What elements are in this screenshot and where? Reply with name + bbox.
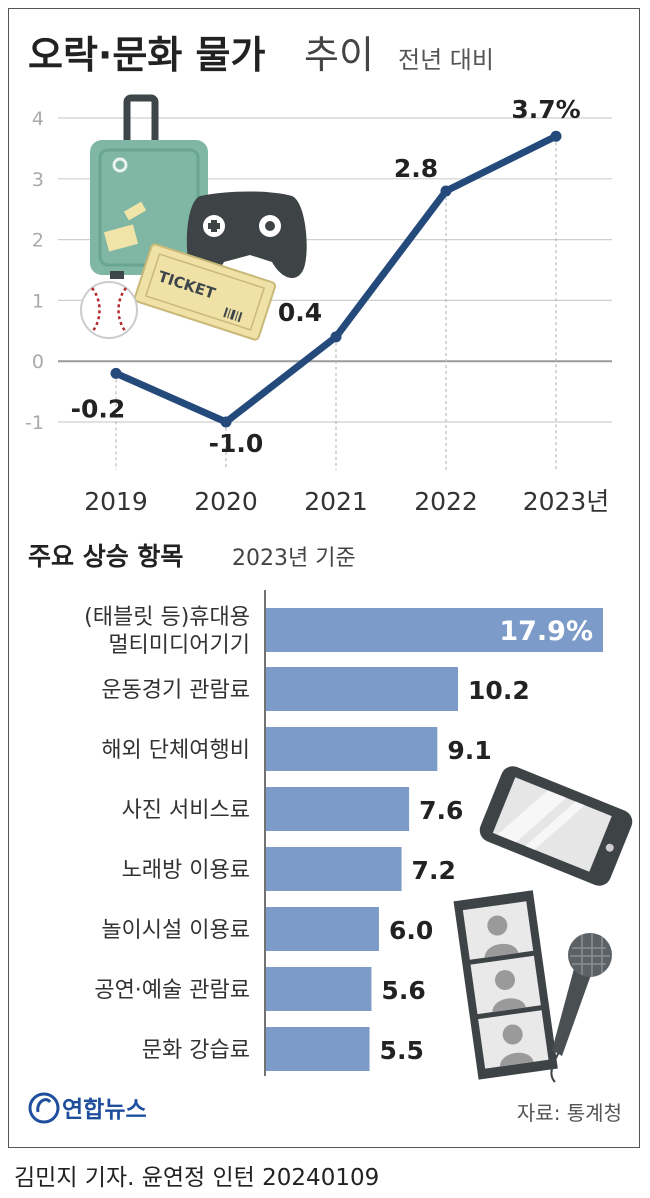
bar-chart-subtitle: 2023년 기준 xyxy=(232,546,356,571)
y-tick-label: 4 xyxy=(32,108,44,130)
line-point xyxy=(220,416,232,428)
x-tick-label: 2021 xyxy=(304,487,368,516)
x-tick-label: 2023년 xyxy=(523,487,610,516)
tablet-icon xyxy=(479,766,633,886)
bar-category-label: 사진 서비스료 xyxy=(122,798,250,823)
line-chart-dropline-group xyxy=(115,136,557,470)
line-chart-data-labels: -0.2 -1.0 0.4 2.8 3.7% xyxy=(71,95,581,458)
bar-data-label: 7.6 xyxy=(419,796,463,825)
source-text: 자료: 통계청 xyxy=(517,1101,622,1125)
bar-data-label: 5.6 xyxy=(381,976,425,1005)
bar xyxy=(266,907,379,951)
bar-chart-bars xyxy=(266,608,603,1071)
bar-category-label: (태블릿 등)휴대용 xyxy=(84,605,250,630)
bar-category-label: 문화 강습료 xyxy=(142,1038,250,1063)
game-controller-icon xyxy=(186,191,307,279)
y-tick-label: -1 xyxy=(25,412,44,434)
bar xyxy=(266,967,372,1011)
bar-category-label: 공연·예술 관람료 xyxy=(94,978,250,1003)
bar-category-label: 노래방 이용료 xyxy=(122,858,250,883)
line-data-label: -0.2 xyxy=(71,394,126,423)
line-point xyxy=(440,185,452,197)
logo-text: 연합뉴스 xyxy=(62,1097,147,1123)
bar-data-label: 6.0 xyxy=(389,916,433,945)
bar xyxy=(266,847,402,891)
line-data-label: -1.0 xyxy=(209,429,264,458)
y-tick-label: 3 xyxy=(32,169,44,191)
line-chart-x-ticks: 2019 2020 2021 2022 2023년 xyxy=(84,487,609,516)
x-tick-label: 2022 xyxy=(414,487,478,516)
line-point xyxy=(330,331,342,343)
bar xyxy=(266,608,603,652)
microphone-icon xyxy=(550,933,612,1083)
ticket-icon: TICKET xyxy=(133,243,277,341)
baseball-icon xyxy=(80,281,138,339)
subtitle: 전년 대비 xyxy=(398,46,494,74)
bar xyxy=(266,1027,370,1071)
bar-data-label: 7.2 xyxy=(412,856,456,885)
line-chart-series xyxy=(110,130,562,428)
line-point xyxy=(550,130,562,142)
bar-data-label: 5.5 xyxy=(380,1036,424,1065)
y-tick-label: 0 xyxy=(32,351,44,373)
photo-strip-icon xyxy=(453,890,558,1080)
bar-category-label: 놀이시설 이용료 xyxy=(101,918,250,943)
y-tick-label: 2 xyxy=(32,230,44,252)
line-chart-grid: -1 0 1 2 3 4 xyxy=(25,108,612,434)
bar-data-label: 10.2 xyxy=(468,676,530,705)
bar xyxy=(266,667,459,711)
chart-frame xyxy=(8,8,640,1148)
yonhap-logo: 연합뉴스 xyxy=(28,1092,147,1124)
title-light: 추이 xyxy=(304,33,374,77)
bar-data-label: 9.1 xyxy=(447,736,491,765)
bar xyxy=(266,787,410,831)
title-main: 오락·문화 물가 xyxy=(28,33,265,77)
y-tick-label: 1 xyxy=(32,290,44,312)
bar-category-label: 운동경기 관람료 xyxy=(101,678,250,703)
line-data-label: 0.4 xyxy=(278,298,322,327)
line-point xyxy=(110,367,122,379)
bar-data-label: 17.9% xyxy=(499,616,593,647)
bar-category-label: 해외 단체여행비 xyxy=(101,738,250,763)
bar-chart-data-labels: 17.9% 10.2 9.1 7.6 7.2 6.0 5.6 5.5 xyxy=(380,616,593,1065)
x-tick-label: 2019 xyxy=(84,487,148,516)
line-data-label: 2.8 xyxy=(394,154,438,183)
bar xyxy=(266,727,438,771)
line-data-label: 3.7% xyxy=(511,95,580,124)
x-tick-label: 2020 xyxy=(194,487,258,516)
byline: 김민지 기자. 윤연정 인턴 20240109 xyxy=(14,1165,380,1191)
bar-category-label: 멀티미디어기기 xyxy=(108,633,250,658)
footer-bar xyxy=(0,1152,650,1198)
bar-chart-title: 주요 상승 항목 xyxy=(28,542,183,571)
